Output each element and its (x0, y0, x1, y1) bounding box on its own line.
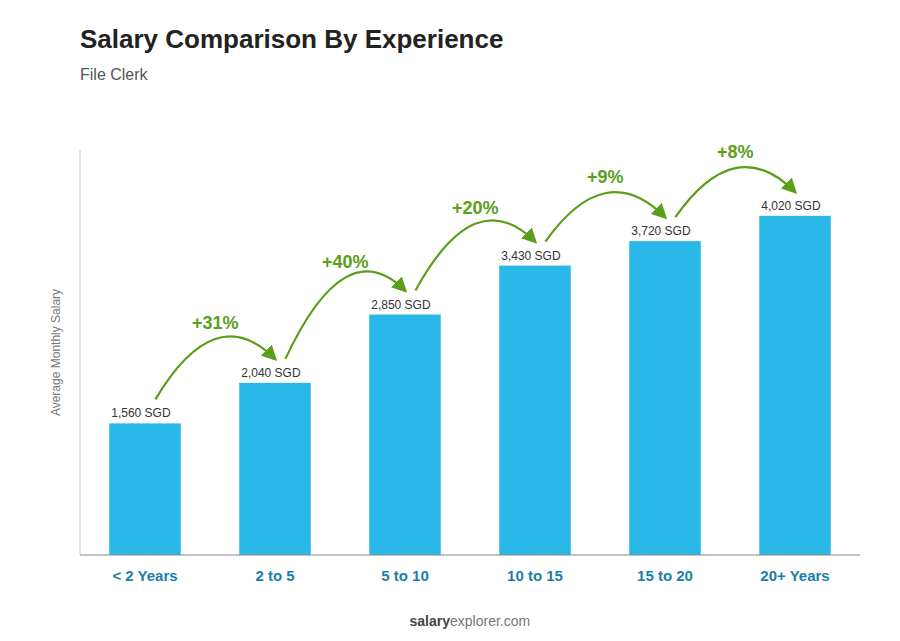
arrow (285, 271, 405, 358)
bar (239, 383, 311, 555)
arrow (415, 220, 535, 290)
annotation: +8% (717, 142, 754, 162)
arrow (155, 336, 275, 399)
bar (499, 266, 571, 555)
data-label: 2,850 SGD (371, 298, 431, 312)
data-label: 3,720 SGD (631, 224, 691, 238)
annotation: +31% (192, 313, 239, 333)
x-tick-label: 15 to 20 (637, 567, 693, 584)
bar (109, 423, 181, 555)
chart: Salary Comparison By Experience File Cler… (0, 0, 900, 641)
x-axis-line (80, 555, 860, 556)
x-tick-label: 20+ Years (760, 567, 829, 584)
y-axis-line (80, 150, 81, 555)
arrow (545, 192, 665, 241)
x-tick-label: 2 to 5 (255, 567, 294, 584)
bar (369, 315, 441, 555)
annotation: +9% (587, 167, 624, 187)
data-label: 2,040 SGD (241, 366, 301, 380)
bars (109, 216, 831, 555)
bar (629, 241, 701, 555)
data-label: 1,560 SGD (111, 406, 171, 420)
annotation: +20% (452, 198, 499, 218)
x-tick-label: < 2 Years (112, 567, 177, 584)
subtitle: File Clerk (80, 66, 149, 83)
annotation: +40% (322, 252, 369, 272)
data-label: 4,020 SGD (761, 199, 821, 213)
arrow (675, 167, 795, 217)
watermark: salary (410, 613, 451, 629)
data-label: 3,430 SGD (501, 249, 561, 263)
watermark: explorer.com (450, 613, 530, 629)
x-tick-label: 10 to 15 (507, 567, 563, 584)
x-tick-label: 5 to 10 (381, 567, 429, 584)
y-axis-label: Average Monthly Salary (49, 289, 63, 416)
arrows (155, 167, 795, 399)
bar (759, 216, 831, 555)
title: Salary Comparison By Experience (80, 24, 503, 54)
